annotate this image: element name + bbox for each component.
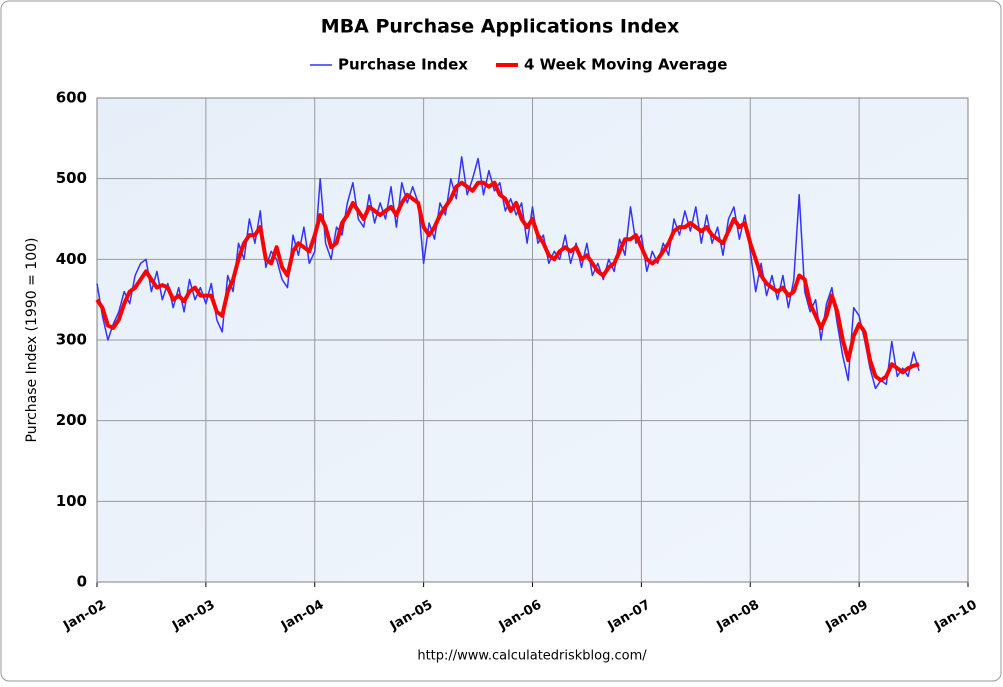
y-tick-label: 0 [77,573,87,591]
y-tick-label: 200 [56,411,87,429]
y-axis-label: Purchase Index (1990 = 100) [24,238,40,443]
y-tick-label: 400 [56,250,87,268]
y-tick-label: 600 [56,89,87,107]
y-tick-label: 500 [56,169,87,187]
legend-label: 4 Week Moving Average [524,56,727,74]
legend: Purchase Index 4 Week Moving Average [310,56,727,74]
series-line [95,180,920,383]
y-tick-label: 100 [56,492,87,510]
y-tick-label: 300 [56,331,87,349]
chart-title: MBA Purchase Applications Index [321,16,679,38]
plot-border [96,97,969,583]
legend-label: Purchase Index [338,56,468,74]
source: http://www.calculatedriskblog.com/ [417,649,647,664]
